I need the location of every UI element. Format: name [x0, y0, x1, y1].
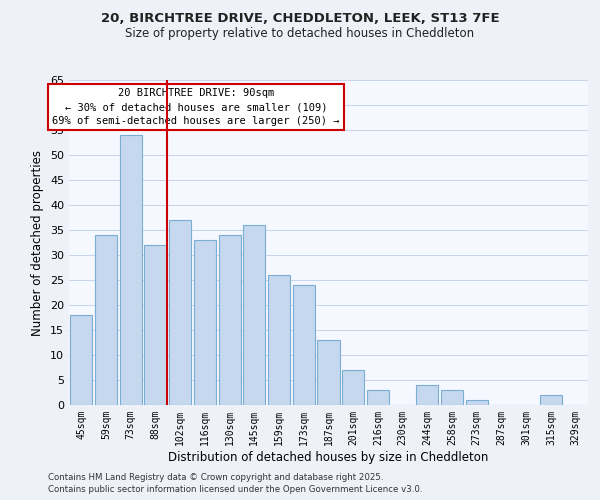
Text: Contains public sector information licensed under the Open Government Licence v3: Contains public sector information licen… [48, 485, 422, 494]
Y-axis label: Number of detached properties: Number of detached properties [31, 150, 44, 336]
Bar [70, 315, 92, 405]
Text: 20, BIRCHTREE DRIVE, CHEDDLETON, LEEK, ST13 7FE: 20, BIRCHTREE DRIVE, CHEDDLETON, LEEK, S… [101, 12, 499, 26]
Bar [466, 400, 488, 405]
Bar [243, 225, 265, 405]
Text: Contains HM Land Registry data © Crown copyright and database right 2025.: Contains HM Land Registry data © Crown c… [48, 472, 383, 482]
Bar [540, 395, 562, 405]
Bar [441, 390, 463, 405]
Bar [95, 235, 117, 405]
Bar [169, 220, 191, 405]
Bar [342, 370, 364, 405]
Bar [268, 275, 290, 405]
Bar [119, 135, 142, 405]
Text: 20 BIRCHTREE DRIVE: 90sqm
← 30% of detached houses are smaller (109)
69% of semi: 20 BIRCHTREE DRIVE: 90sqm ← 30% of detac… [52, 88, 340, 126]
X-axis label: Distribution of detached houses by size in Cheddleton: Distribution of detached houses by size … [169, 450, 488, 464]
Bar [293, 285, 315, 405]
Text: Size of property relative to detached houses in Cheddleton: Size of property relative to detached ho… [125, 28, 475, 40]
Bar [367, 390, 389, 405]
Bar [194, 240, 216, 405]
Bar [218, 235, 241, 405]
Bar [145, 245, 167, 405]
Bar [317, 340, 340, 405]
Bar [416, 385, 439, 405]
